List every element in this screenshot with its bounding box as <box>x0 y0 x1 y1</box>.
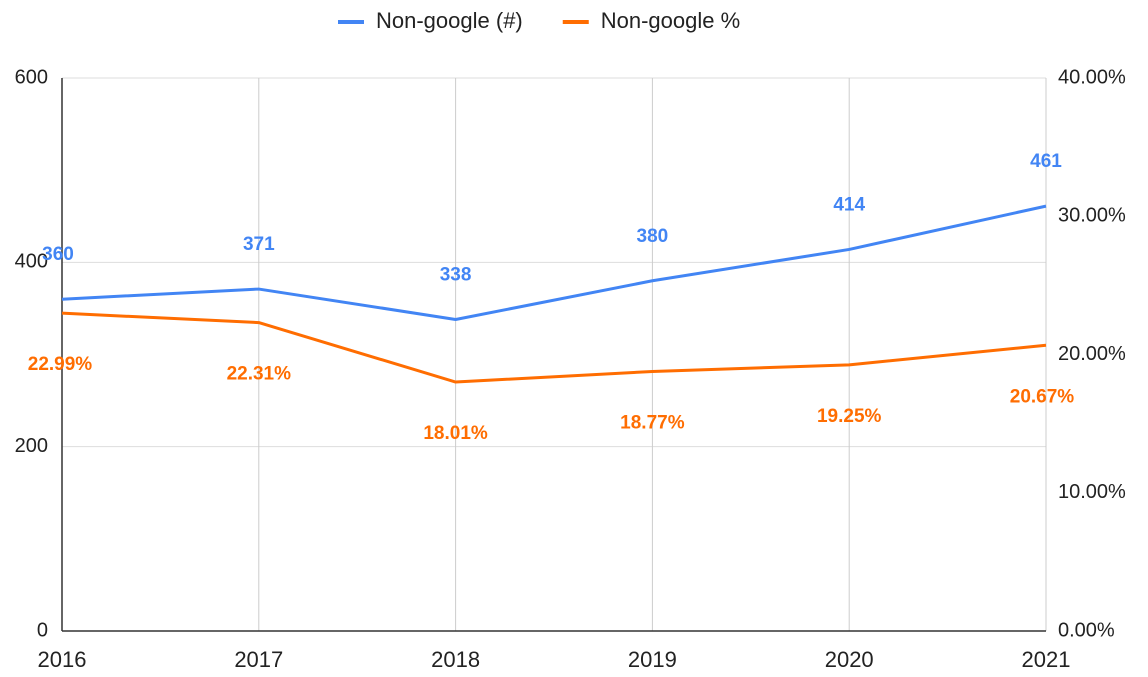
y2-tick-label: 40.00% <box>1058 66 1126 88</box>
data-label: 338 <box>440 264 472 285</box>
data-label: 18.01% <box>423 423 488 444</box>
data-label: 18.77% <box>620 413 685 434</box>
data-label: 371 <box>243 234 275 255</box>
legend-label: Non-google % <box>601 8 740 33</box>
data-label: 22.31% <box>227 364 292 385</box>
data-label: 461 <box>1030 151 1062 172</box>
x-tick-label: 2017 <box>234 647 283 672</box>
x-tick-label: 2019 <box>628 647 677 672</box>
y-tick-label: 200 <box>15 435 48 457</box>
data-label: 19.25% <box>817 406 882 427</box>
y-tick-label: 400 <box>15 251 48 273</box>
y2-tick-label: 10.00% <box>1058 481 1126 503</box>
x-tick-label: 2018 <box>431 647 480 672</box>
y2-tick-label: 0.00% <box>1058 619 1115 641</box>
y-tick-label: 600 <box>15 66 48 88</box>
data-label: 360 <box>42 244 74 265</box>
y2-tick-label: 30.00% <box>1058 205 1126 227</box>
data-label: 22.99% <box>28 354 93 375</box>
series-line <box>61 204 1047 321</box>
x-tick-label: 2020 <box>825 647 874 672</box>
data-label: 20.67% <box>1010 386 1075 407</box>
series-line <box>61 311 1047 384</box>
y-tick-label: 0 <box>37 619 48 641</box>
data-label: 380 <box>637 226 669 247</box>
x-tick-label: 2021 <box>1022 647 1071 672</box>
x-tick-label: 2016 <box>38 647 87 672</box>
data-label: 414 <box>833 194 865 215</box>
legend-label: Non-google (#) <box>376 8 523 33</box>
y2-tick-label: 20.00% <box>1058 343 1126 365</box>
